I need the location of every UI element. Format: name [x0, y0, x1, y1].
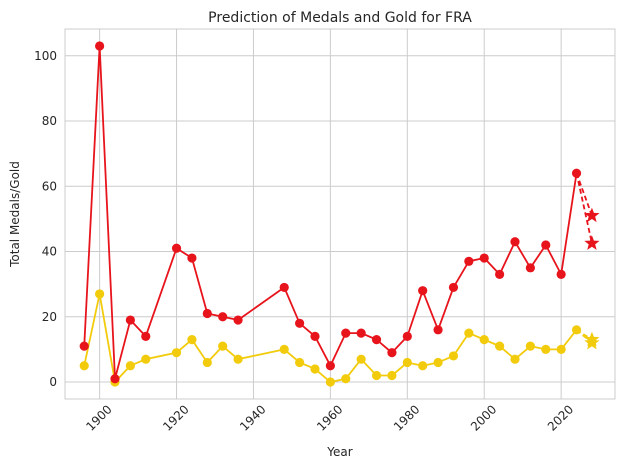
plot-background — [64, 28, 616, 400]
total-data-point — [125, 315, 135, 325]
y-tick-label: 60 — [42, 179, 57, 193]
total-prediction-star — [584, 207, 600, 223]
grid — [65, 29, 615, 399]
plot-area — [64, 28, 616, 400]
gold-data-point — [125, 361, 135, 371]
gold-data-point — [325, 377, 335, 387]
total-data-point — [79, 341, 89, 351]
gold-data-point — [371, 370, 382, 381]
gold-data-point — [387, 370, 397, 381]
total-data-point — [510, 237, 520, 247]
total-data-point — [218, 312, 228, 322]
gold-data-point — [79, 361, 89, 371]
gold-data-point — [295, 357, 305, 368]
gold-data-point — [171, 348, 182, 358]
total-data-point — [233, 315, 243, 325]
total-data-point — [171, 243, 182, 253]
total-data-point — [341, 328, 351, 338]
gold-data-point — [510, 354, 520, 364]
gold-data-point — [525, 341, 535, 351]
gold-data-point — [279, 344, 289, 355]
total-data-point — [479, 253, 489, 263]
total-data-point — [202, 308, 212, 319]
total-data-point — [556, 269, 566, 279]
total-data-point — [95, 41, 105, 51]
total-data-point — [279, 282, 289, 293]
gold-data-point — [418, 361, 428, 371]
gold-data-point — [233, 354, 243, 364]
total-data-point — [495, 269, 505, 279]
total-prediction-star — [584, 235, 600, 250]
total-data-point — [448, 282, 459, 293]
gold-data-point — [141, 354, 151, 364]
total-data-point — [110, 374, 120, 384]
y-tick-label: 0 — [49, 375, 57, 389]
y-tick-label: 40 — [42, 245, 57, 259]
gold-data-point — [187, 335, 197, 345]
gold-data-point — [464, 328, 474, 338]
total-data-point — [464, 256, 474, 266]
total-data-point — [356, 328, 366, 338]
total-data-point — [433, 325, 443, 335]
total-data-point — [310, 331, 320, 341]
y-tick-label: 20 — [42, 310, 57, 324]
gold-data-point — [218, 341, 228, 351]
gold-data-point — [479, 335, 489, 345]
total-series-line — [83, 45, 578, 380]
total-data-point — [387, 348, 397, 358]
total-data-point — [141, 331, 151, 341]
gold-data-point — [95, 289, 105, 299]
total-data-point — [418, 286, 428, 296]
x-axis-title: Year — [326, 445, 352, 459]
total-prediction-line — [575, 173, 593, 244]
total-data-point — [571, 168, 582, 178]
series-layer — [79, 41, 600, 387]
gold-data-point — [310, 364, 320, 374]
gold-data-point — [448, 351, 459, 361]
total-data-point — [402, 331, 412, 341]
gold-data-point — [556, 344, 566, 355]
gold-data-point — [541, 344, 551, 355]
total-data-point — [525, 263, 535, 273]
gold-data-point — [495, 341, 505, 351]
total-data-point — [371, 335, 382, 345]
total-data-point — [541, 240, 551, 250]
y-tick-label: 80 — [42, 114, 57, 128]
y-axis-title: Total Medals/Gold — [8, 161, 22, 268]
y-tick-label: 100 — [34, 49, 57, 63]
total-data-point — [295, 318, 305, 328]
total-data-point — [187, 253, 197, 263]
gold-prediction-star — [584, 334, 600, 350]
y-tick-labels: 0 20 40 60 80 100 — [34, 49, 57, 389]
chart-title: Prediction of Medals and Gold for FRA — [208, 10, 472, 26]
gold-data-point — [341, 374, 351, 384]
gold-data-point — [402, 357, 412, 368]
gold-data-point — [356, 354, 366, 364]
total-data-point — [325, 361, 335, 371]
gold-data-point — [433, 357, 443, 368]
gold-data-point — [202, 357, 212, 368]
